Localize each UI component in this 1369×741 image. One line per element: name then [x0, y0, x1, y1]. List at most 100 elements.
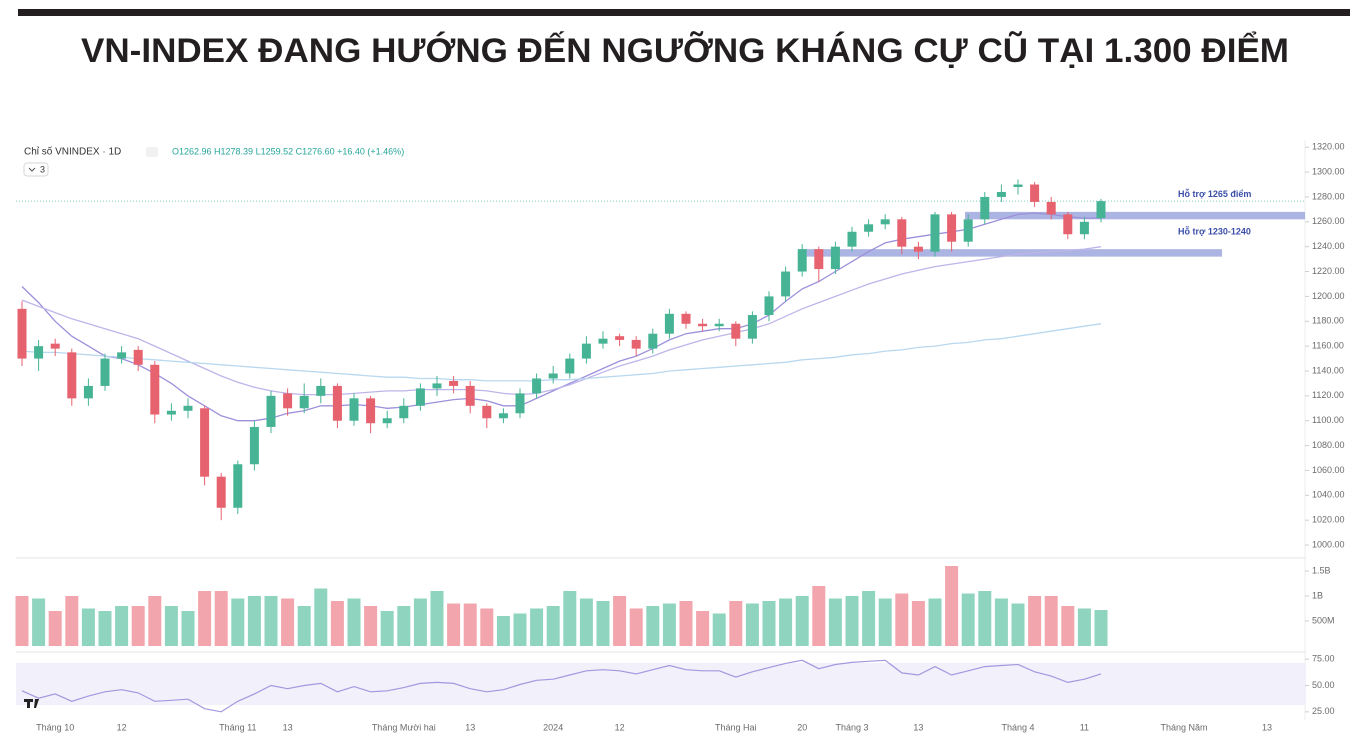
volume-bar [1094, 610, 1108, 646]
volume-bar [779, 598, 793, 646]
volume-bar [530, 608, 544, 646]
candle-body [996, 191, 1006, 197]
volume-bar [281, 598, 295, 646]
candle-body [382, 418, 392, 424]
y-tick-label: 1200.00 [1312, 291, 1345, 301]
volume-bar [994, 598, 1008, 646]
candle-body [1079, 221, 1089, 235]
y-tick-label: 1240.00 [1312, 241, 1345, 251]
volume-bar [862, 591, 876, 646]
candle-body [183, 405, 193, 411]
x-tick-label: 13 [913, 722, 923, 732]
volume-bar [148, 596, 162, 646]
volume-bar [264, 596, 278, 646]
volume-bar [895, 593, 909, 646]
candle-body [332, 385, 342, 421]
volume-bar [945, 566, 959, 646]
candle-body [1046, 201, 1056, 215]
y-tick-label: 1020.00 [1312, 515, 1345, 525]
x-tick-label: 12 [117, 722, 127, 732]
volume-bar [181, 611, 195, 646]
candle-body [498, 413, 508, 419]
candle-body [565, 358, 575, 374]
candle-body [1030, 184, 1040, 202]
candle-body [548, 373, 558, 379]
candle-body [133, 349, 143, 365]
x-tick-label: 2024 [543, 722, 563, 732]
volume-bar [198, 591, 212, 646]
moving-average [21, 246, 1102, 396]
candle-body [150, 364, 160, 415]
support-zone [800, 249, 1222, 257]
candle-body [249, 426, 259, 465]
volume-bar [696, 611, 710, 646]
volume-bar [613, 596, 627, 646]
y-tick-label: 1100.00 [1312, 415, 1344, 425]
top-rule [18, 9, 1350, 16]
rsi-line [21, 659, 1102, 713]
candle-body [781, 271, 791, 297]
x-tick-label: Tháng Hai [715, 722, 757, 732]
support-zone [965, 211, 1305, 220]
candle-body [615, 336, 625, 340]
x-tick-label: 11 [1080, 722, 1089, 732]
volume-bar [115, 606, 129, 646]
candle-body [913, 246, 923, 252]
volume-bar [65, 596, 79, 646]
candle-body [233, 464, 243, 508]
candle-body [283, 393, 293, 409]
candle-body [598, 338, 608, 344]
volume-bar [413, 598, 427, 646]
indicator-toggle[interactable] [23, 162, 49, 177]
y-tick-label: 1120.00 [1312, 390, 1344, 400]
candle-body [698, 323, 708, 327]
y-tick-label: 1140.00 [1312, 365, 1344, 375]
candle-body [465, 385, 475, 406]
volume-bar [596, 601, 610, 646]
y-tick-label: 1.5B [1312, 565, 1331, 575]
volume-bar [347, 598, 361, 646]
volume-bar [496, 616, 510, 646]
candle-body [117, 352, 127, 359]
y-tick-label: 1080.00 [1312, 440, 1345, 450]
candle-body [482, 405, 492, 419]
candle-body [947, 214, 957, 242]
y-tick-label: 1060.00 [1312, 465, 1345, 475]
candle-body [648, 333, 658, 349]
volume-bar [231, 598, 245, 646]
candle-body [681, 313, 691, 324]
x-tick-label: 13 [283, 722, 293, 732]
y-tick-label: 500M [1312, 615, 1335, 625]
x-tick-label: 20 [797, 722, 807, 732]
volume-bar [629, 608, 643, 646]
candle-body [266, 395, 276, 427]
candle-body [980, 196, 990, 220]
candle-body [847, 231, 857, 247]
volume-bar [878, 598, 892, 646]
volume-bar [81, 608, 95, 646]
chevron-icon [28, 167, 36, 172]
candle-body [731, 323, 741, 339]
candle-body [100, 358, 110, 386]
rsi-band [16, 663, 1306, 705]
volume-bar [480, 608, 494, 646]
y-tick-label: 75.00 [1312, 654, 1335, 664]
volume-bar [330, 601, 344, 646]
y-tick-label: 1280.00 [1312, 191, 1345, 201]
y-tick-label: 1B [1312, 590, 1323, 600]
zone-label: Hỗ trợ 1230-1240 [1178, 227, 1251, 237]
volume-bar [131, 606, 145, 646]
candle-body [50, 343, 60, 349]
volume-bar [98, 611, 112, 646]
volume-bar [364, 606, 378, 646]
volume-bar [447, 603, 461, 646]
ohlc-legend: O1262.96 H1278.39 L1259.52 C1276.60 +16.… [172, 146, 404, 156]
y-tick-label: 1300.00 [1312, 166, 1345, 176]
candle-body [532, 378, 542, 394]
y-tick-label: 1040.00 [1312, 490, 1345, 500]
volume-bar [247, 596, 261, 646]
candle-body [83, 385, 93, 399]
x-tick-label: Tháng Năm [1160, 722, 1207, 732]
candle-body [366, 398, 376, 424]
volume-bar [397, 606, 411, 646]
